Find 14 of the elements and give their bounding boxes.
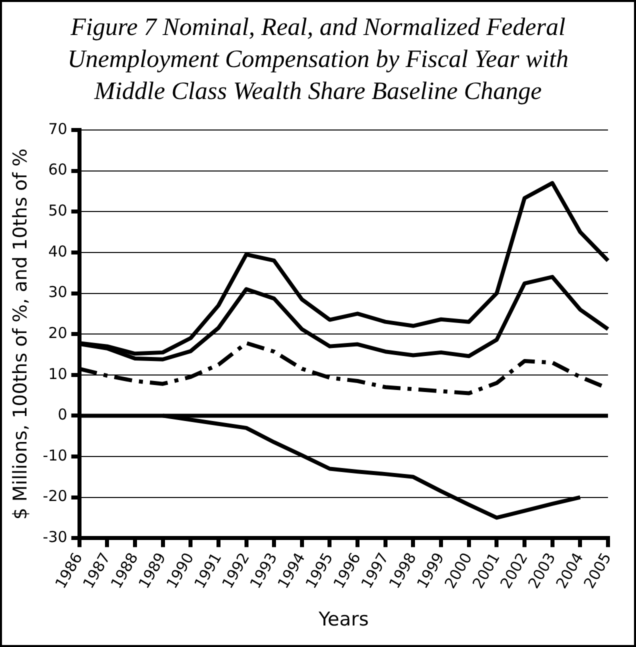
y-tick-label: -30 — [42, 528, 68, 546]
y-tick-label: -10 — [42, 446, 68, 464]
y-tick-label: 70 — [48, 120, 68, 138]
y-tick-label: 50 — [48, 202, 68, 220]
y-tick-label: -20 — [42, 487, 68, 506]
y-tick-label: 30 — [48, 283, 68, 302]
y-tick-label: 0 — [58, 406, 68, 424]
y-axis-title: $ Millions, 100ths of %, and 10ths of % — [9, 148, 32, 520]
y-tick-label: 10 — [48, 364, 68, 383]
y-tick-label: 20 — [48, 324, 68, 342]
y-tick-label: 40 — [48, 242, 68, 260]
chart-title: Figure 7 Nominal, Real, and Normalized Federal Unemployment Compensation by Fiscal Year with Middle Class Wealth Share Baseline Change — [66, 13, 570, 107]
x-axis-title: Years — [318, 608, 369, 631]
y-tick-label: 60 — [48, 160, 68, 179]
